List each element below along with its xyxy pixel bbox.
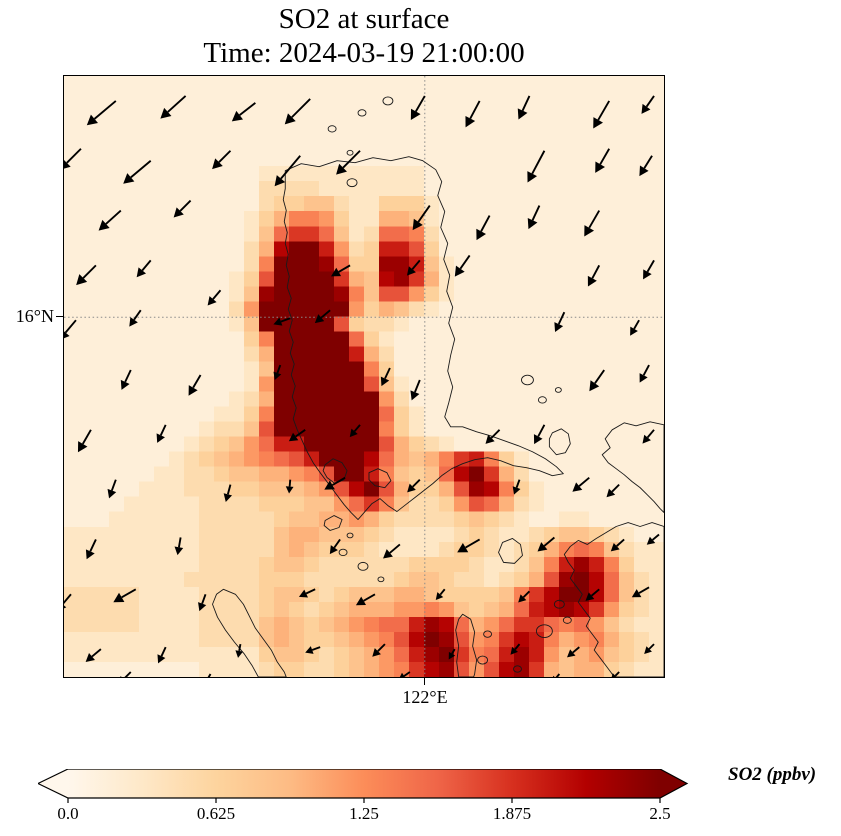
colorbar-tick-label-1: 0.625 [196,804,236,823]
x-axis-tick-mark [424,678,426,685]
colorbar-tick-label-2: 1.25 [349,804,379,823]
y-axis-tick-label: 16°N [15,306,54,326]
colorbar-tick-label-4: 2.5 [649,804,671,823]
y-axis-tick-mark [56,316,63,318]
chart-subtitle-time: Time: 2024-03-19 21:00:00 [203,37,525,69]
colorbar-axis-label: SO2 (ppbv) [728,764,817,785]
so2-heatmap-canvas [64,76,664,677]
chart-title: SO2 at surface [278,3,450,35]
x-axis-tick-label: 122°E [402,687,448,707]
colorbar-tick-label-3: 1.875 [492,804,532,823]
colorbar-tick-marks [67,798,661,803]
map-overlay-coastlines-arrows-gridlines [64,76,664,677]
colorbar [38,769,689,803]
map-plot-area [63,75,665,678]
colorbar-tick-label-0: 0.0 [57,804,79,823]
colorbar-bar [38,769,689,799]
